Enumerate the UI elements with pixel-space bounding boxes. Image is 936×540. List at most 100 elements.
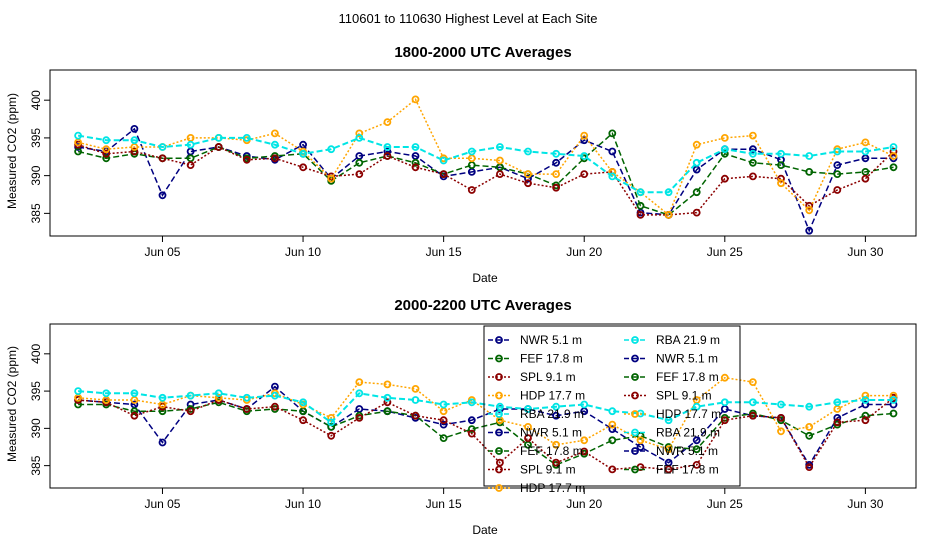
data-point-rba [383,143,392,151]
series-hdp [74,373,898,454]
data-point-rba [214,133,223,142]
panel-title: 1800-2000 UTC Averages [394,44,571,61]
legend-entry: FEF 17.8 m [624,463,719,477]
data-point-nwr [130,124,139,133]
data-point-nwr [186,147,195,156]
data-point-rba [805,402,814,411]
data-point-hdp [495,156,504,165]
data-point-rba [214,389,223,398]
series-line-hdp [77,98,894,217]
legend-entry: NWR 5.1 m [488,426,582,440]
data-point-rba [411,396,420,404]
legend-marker [495,428,503,437]
legend-label: HDP 17.7 m [656,407,721,421]
data-point-hdp [327,174,336,183]
data-point-spl [861,416,870,425]
data-point-spl [299,163,308,172]
data-point-hdp [889,152,898,160]
x-tick-label: Jun 25 [707,497,743,511]
data-point-hdp [861,391,870,400]
data-point-hdp [270,129,279,138]
data-point-rba [130,389,139,398]
data-point-spl [524,179,532,188]
data-point-fef [467,425,476,434]
data-point-spl [552,458,560,467]
legend-entry: NWR 5.1 m [624,352,718,366]
data-point-rba [439,156,448,165]
data-point-spl [130,411,139,420]
data-point-spl [495,170,504,179]
data-point-rba [299,149,308,158]
data-point-spl [299,416,308,425]
data-point-rba [158,143,167,151]
series-spl [74,140,898,219]
data-point-spl [411,411,420,420]
data-point-rba [102,389,111,398]
data-point-fef [327,422,336,431]
legend-label: NWR 5.1 m [520,333,582,347]
x-tick-label: Jun 20 [566,497,602,511]
plot-frame [49,69,917,237]
data-point-hdp [411,95,420,104]
data-point-rba [720,145,729,154]
data-point-fef [130,407,139,416]
data-point-rba [158,393,167,402]
data-point-spl [495,458,504,467]
panel-2000-2200-utc: 2000-2200 UTC Averages Date Measured CO2… [5,297,917,537]
data-point-nwr [861,400,870,409]
x-axis-label: Date [472,523,498,537]
data-point-fef [383,407,392,416]
data-point-spl [383,398,392,407]
legend-label: RBA 21.9 m [656,333,720,347]
legend-marker [495,484,503,492]
data-point-spl [524,434,532,443]
data-point-hdp [720,373,729,382]
series-line-fef [78,401,894,466]
data-point-fef [889,409,898,418]
data-point-nwr [158,191,167,200]
data-point-hdp [186,133,195,142]
data-point-rba [327,145,336,154]
legend-entry: FEF 17.8 m [488,444,583,458]
data-point-hdp [411,384,420,393]
data-point-rba [861,396,870,404]
data-point-hdp [636,436,645,445]
data-point-spl [552,183,560,192]
data-point-hdp [383,118,392,126]
y-tick-label: 400 [29,90,43,110]
data-point-rba [749,398,757,407]
legend-entry: RBA 21.9 m [624,426,720,440]
data-point-rba [299,398,308,407]
data-point-spl [749,172,757,181]
data-point-nwr [383,147,392,156]
legend-marker [495,373,503,381]
legend-marker [495,336,503,344]
data-point-rba [102,136,111,145]
data-point-rba [777,400,785,409]
legend-label: SPL 9.1 m [520,463,576,477]
legend-marker [495,354,503,363]
legend-marker [495,391,503,400]
data-point-spl [467,429,476,438]
legend-entry: HDP 17.7 m [488,389,585,403]
data-point-rba [580,152,589,160]
series-line-rba [77,134,894,194]
data-point-hdp [214,393,223,402]
data-point-spl [411,163,420,172]
data-point-spl [889,147,898,156]
x-tick-label: Jun 15 [426,497,462,511]
legend-label: SPL 9.1 m [656,389,712,403]
series-hdp [74,95,898,219]
data-point-spl [439,416,448,425]
y-tick-label: 395 [29,128,43,148]
legend-marker [631,354,639,363]
data-point-fef [355,158,364,167]
data-point-spl [833,186,842,194]
data-point-hdp [777,179,785,188]
data-point-rba [889,396,898,404]
data-point-fef [411,158,420,167]
legend-label: RBA 21.9 m [520,407,584,421]
legend-label: HDP 17.7 m [520,389,585,403]
data-point-fef [889,163,898,172]
